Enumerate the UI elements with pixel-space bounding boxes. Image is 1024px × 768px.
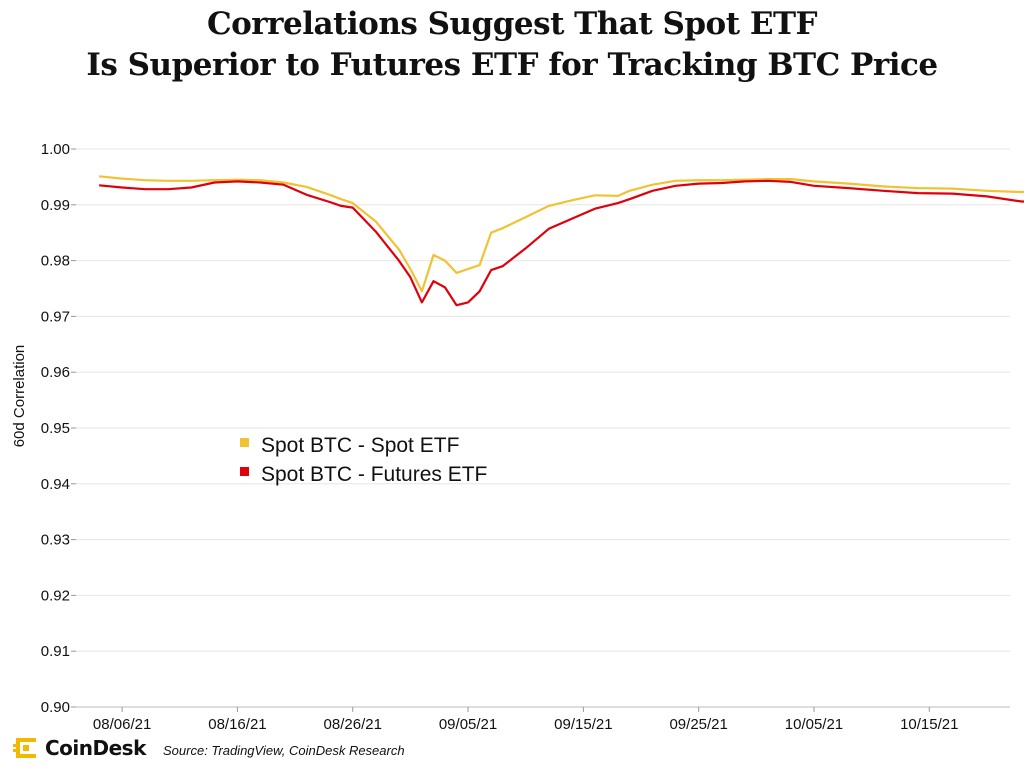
y-tick-label: 0.92: [41, 587, 70, 604]
y-tick-label: 0.96: [41, 364, 70, 381]
series-line-futures-etf: [98, 179, 1024, 307]
legend-swatch: [240, 438, 249, 447]
source-note: Source: TradingView, CoinDesk Research: [163, 743, 405, 758]
legend-swatch: [240, 467, 249, 476]
y-tick-label: 0.94: [41, 476, 70, 493]
y-tick-label: 0.91: [41, 643, 70, 660]
y-tick-label: 0.99: [41, 197, 70, 214]
y-axis: 1.00 0.99 0.98 0.97 0.96 0.95 0.94 0.93 0.92 0.91…: [41, 141, 76, 716]
y-tick-label: 0.90: [41, 699, 70, 716]
x-tick-label: 09/15/21: [554, 716, 612, 733]
x-tick-label: 10/05/21: [785, 716, 843, 733]
legend-label: Spot BTC - Futures ETF: [261, 463, 487, 486]
x-tick-label: 08/16/21: [208, 716, 266, 733]
legend: Spot BTC - Spot ETF Spot BTC - Futures ET…: [240, 434, 487, 486]
series-lines: [98, 175, 1024, 307]
x-tick-label: 08/06/21: [93, 716, 151, 733]
coindesk-logo: CoinDesk: [13, 735, 146, 761]
x-tick-label: 09/25/21: [669, 716, 727, 733]
chart-title-line-2: Is Superior to Futures ETF for Tracking …: [86, 47, 938, 83]
chart-title: Correlations Suggest That Spot ETF Is Su…: [0, 4, 1024, 86]
x-axis: 08/06/21 08/16/21 08/26/21 09/05/21 09/15/21…: [76, 706, 1010, 733]
legend-label: Spot BTC - Spot ETF: [261, 434, 459, 457]
chart-title-line-1: Correlations Suggest That Spot ETF: [206, 6, 818, 42]
y-axis-label: 60d Correlation: [11, 345, 28, 448]
y-tick-label: 0.95: [41, 420, 70, 437]
y-tick-label: 0.93: [41, 532, 70, 549]
x-tick-label: 09/05/21: [439, 716, 497, 733]
y-tick-label: 1.00: [41, 141, 70, 158]
series-line-spot-etf: [98, 175, 1024, 293]
y-tick-label: 0.97: [41, 308, 70, 325]
y-tick-label: 0.98: [41, 253, 70, 270]
coindesk-logo-icon: [13, 738, 36, 758]
x-tick-label: 10/15/21: [900, 716, 958, 733]
x-tick-label: 08/26/21: [324, 716, 382, 733]
coindesk-logo-text: CoinDesk: [45, 736, 146, 760]
